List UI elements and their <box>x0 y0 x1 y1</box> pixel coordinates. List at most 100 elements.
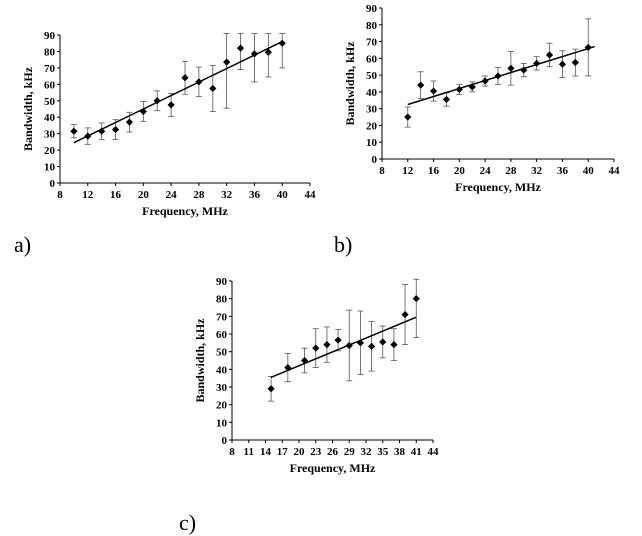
y-tick-label: 90 <box>216 276 228 288</box>
x-tick-label: 24 <box>480 165 492 177</box>
data-point <box>571 58 579 67</box>
y-axis-label: Bandwidth, kHz <box>21 66 35 151</box>
y-tick-label: 70 <box>216 311 228 323</box>
panel-label-c: c) <box>179 510 197 535</box>
y-tick-label: 0 <box>222 435 228 447</box>
x-tick-label: 16 <box>428 165 440 177</box>
x-tick-label: 26 <box>327 446 339 458</box>
data-point <box>494 72 502 80</box>
data-point <box>278 39 286 47</box>
data-point <box>412 295 420 303</box>
y-tick-label: 10 <box>44 162 56 174</box>
y-tick-label: 50 <box>366 70 378 82</box>
x-tick-label: 20 <box>138 189 150 201</box>
x-tick-label: 44 <box>305 189 317 201</box>
data-point <box>300 356 309 365</box>
x-tick-label: 29 <box>344 446 356 458</box>
data-point <box>125 118 134 126</box>
panel-label-a: a) <box>14 232 32 257</box>
y-tick-label: 60 <box>44 79 56 91</box>
data-point <box>545 51 554 59</box>
x-tick-label: 8 <box>379 165 385 177</box>
data-point <box>98 127 106 135</box>
panel-label-b: b) <box>334 232 353 257</box>
x-tick-label: 14 <box>260 446 272 458</box>
data-point <box>167 101 175 109</box>
data-point <box>334 336 342 344</box>
chart-panel-a: 0 10 20 30 40 50 60 70 80 90 8 12 16 20 24 28 32 36 40 44 Fr… <box>0 0 330 230</box>
y-tick-label: 20 <box>216 400 228 412</box>
chart-panel-c: 0 10 20 30 40 50 60 70 80 90 8 11 14 17 20 23 26 29 32 35 38… <box>180 268 470 498</box>
data-point <box>401 310 409 319</box>
data-point <box>390 341 398 349</box>
data-point <box>84 132 92 140</box>
x-axis-label: Frequency, MHz <box>142 204 228 218</box>
data-point <box>429 87 438 95</box>
data-point <box>267 385 275 393</box>
data-point <box>442 95 451 104</box>
data-point <box>312 344 320 352</box>
x-tick-label: 11 <box>244 446 254 458</box>
x-axis-label: Frequency, MHz <box>290 461 376 475</box>
data-point <box>356 339 365 347</box>
y-tick-label: 40 <box>366 87 378 99</box>
x-tick-label: 38 <box>394 446 406 458</box>
data-point <box>345 341 353 350</box>
data-point <box>223 58 231 66</box>
y-tick-label: 50 <box>44 96 56 108</box>
data-point <box>520 66 528 74</box>
y-tick-label: 70 <box>366 37 378 49</box>
data-point <box>404 113 412 121</box>
x-tick-label: 41 <box>411 446 422 458</box>
x-tick-label: 17 <box>277 446 289 458</box>
data-point <box>153 97 161 105</box>
x-tick-label: 23 <box>310 446 322 458</box>
y-tick-label: 50 <box>216 347 228 359</box>
y-tick-label: 30 <box>216 382 228 394</box>
x-tick-label: 32 <box>221 189 233 201</box>
y-axis-label: Bandwidth, kHz <box>343 41 357 126</box>
chart-c-svg: 0 10 20 30 40 50 60 70 80 90 8 11 14 17 20 23 26 29 32 35 38… <box>193 276 439 475</box>
x-tick-label: 36 <box>557 165 569 177</box>
chart-b-svg: 0 10 20 30 40 50 60 70 80 90 8 12 16 20 24 28 32 36 40 44 Fr… <box>343 3 620 194</box>
data-point <box>264 48 272 56</box>
y-tick-label: 10 <box>216 417 228 429</box>
data-point <box>181 74 189 82</box>
x-tick-label: 8 <box>57 189 63 201</box>
x-axis-label: Frequency, MHz <box>455 180 541 194</box>
y-tick-label: 60 <box>216 329 228 341</box>
chart-a-svg: 0 10 20 30 40 50 60 70 80 90 8 12 16 20 24 28 32 36 40 44 Fr… <box>21 30 317 218</box>
x-tick-label: 32 <box>531 165 543 177</box>
x-tick-label: 40 <box>583 165 595 177</box>
data-point <box>481 77 489 85</box>
x-tick-label: 35 <box>377 446 389 458</box>
y-tick-label: 20 <box>44 145 56 157</box>
x-tick-label: 24 <box>166 189 178 201</box>
x-tick-label: 12 <box>402 165 414 177</box>
data-point <box>323 341 331 349</box>
y-tick-label: 70 <box>44 63 56 75</box>
data-point <box>195 78 203 86</box>
x-tick-label: 28 <box>193 189 205 201</box>
y-tick-label: 40 <box>216 364 228 376</box>
y-tick-label: 90 <box>366 3 378 15</box>
data-point <box>367 342 376 350</box>
y-tick-label: 60 <box>366 53 378 65</box>
data-point <box>139 107 147 116</box>
y-tick-label: 80 <box>44 46 56 58</box>
data-point <box>584 43 592 52</box>
data-point <box>507 64 515 72</box>
x-tick-label: 32 <box>361 446 373 458</box>
x-tick-label: 12 <box>82 189 94 201</box>
data-point <box>250 50 259 58</box>
y-tick-label: 0 <box>50 178 56 190</box>
y-axis-label: Bandwidth, kHz <box>193 318 207 403</box>
data-point <box>236 44 245 52</box>
trend-line <box>270 316 417 378</box>
y-tick-label: 20 <box>366 120 378 132</box>
y-tick-label: 10 <box>366 137 378 149</box>
x-tick-label: 20 <box>294 446 306 458</box>
y-tick-label: 90 <box>44 30 56 42</box>
data-point <box>468 83 476 91</box>
data-point <box>558 60 567 68</box>
